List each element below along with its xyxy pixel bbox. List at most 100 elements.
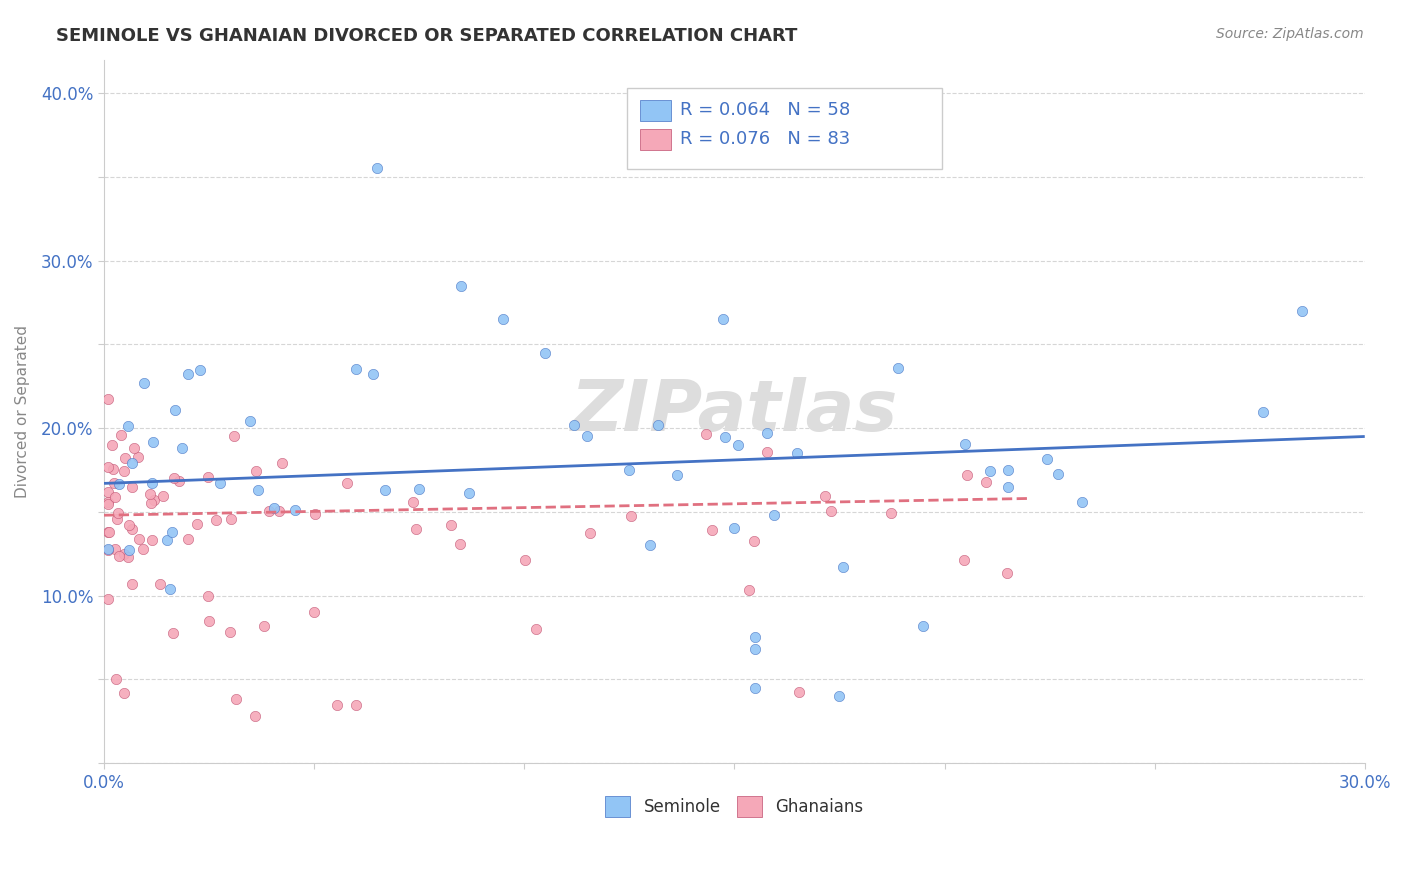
Point bbox=[132, 376, 155, 390]
Point bbox=[163, 403, 186, 417]
Point bbox=[104, 541, 127, 556]
Point bbox=[524, 623, 547, 637]
Point bbox=[121, 456, 143, 470]
Point bbox=[562, 418, 585, 433]
Point bbox=[197, 589, 219, 603]
Point bbox=[152, 489, 174, 503]
Point bbox=[97, 591, 120, 606]
Point bbox=[695, 427, 717, 442]
Point bbox=[1070, 494, 1092, 508]
Point bbox=[579, 526, 602, 541]
Point bbox=[101, 438, 124, 452]
Point bbox=[245, 709, 267, 723]
Point bbox=[284, 502, 307, 516]
Point bbox=[832, 559, 855, 574]
Point bbox=[820, 503, 842, 517]
Point bbox=[744, 642, 766, 657]
Point bbox=[219, 511, 242, 525]
Point bbox=[121, 480, 143, 494]
Point bbox=[143, 492, 166, 507]
Point bbox=[620, 508, 643, 523]
Point bbox=[738, 583, 761, 598]
Point bbox=[190, 362, 212, 376]
Point bbox=[103, 476, 125, 491]
Point bbox=[142, 435, 165, 450]
Text: Source: ZipAtlas.com: Source: ZipAtlas.com bbox=[1216, 27, 1364, 41]
Point bbox=[762, 508, 785, 522]
Point bbox=[786, 446, 808, 460]
Point bbox=[205, 513, 228, 527]
Point bbox=[449, 537, 471, 551]
Point bbox=[209, 475, 232, 490]
Point bbox=[304, 508, 326, 522]
Point bbox=[271, 456, 294, 470]
Point bbox=[513, 553, 536, 567]
Point bbox=[366, 161, 388, 176]
Point bbox=[640, 538, 662, 552]
Y-axis label: Divorced or Separated: Divorced or Separated bbox=[15, 325, 30, 498]
Point bbox=[974, 475, 997, 489]
Point bbox=[167, 475, 190, 489]
Point bbox=[121, 577, 143, 591]
Point bbox=[402, 494, 425, 508]
Point bbox=[979, 464, 1001, 478]
Point bbox=[112, 686, 135, 700]
Point bbox=[1036, 452, 1059, 467]
Point bbox=[97, 524, 120, 539]
Point bbox=[156, 533, 179, 548]
Point bbox=[170, 441, 193, 455]
Point bbox=[450, 278, 472, 293]
Point bbox=[160, 524, 183, 539]
Text: ZIPatlas: ZIPatlas bbox=[571, 376, 898, 446]
Text: SEMINOLE VS GHANAIAN DIVORCED OR SEPARATED CORRELATION CHART: SEMINOLE VS GHANAIAN DIVORCED OR SEPARAT… bbox=[56, 27, 797, 45]
Point bbox=[117, 550, 139, 565]
Point bbox=[197, 470, 219, 484]
Point bbox=[225, 692, 247, 706]
Point bbox=[956, 467, 979, 482]
Point bbox=[787, 685, 810, 699]
Point bbox=[222, 429, 245, 443]
Point bbox=[755, 444, 778, 458]
Point bbox=[141, 476, 163, 491]
Point bbox=[159, 582, 181, 596]
Point bbox=[344, 362, 367, 376]
Point bbox=[647, 417, 669, 432]
Point bbox=[118, 517, 141, 532]
Point bbox=[139, 487, 162, 501]
Point bbox=[149, 576, 172, 591]
Point bbox=[245, 464, 267, 478]
Point bbox=[128, 532, 150, 546]
Point bbox=[97, 495, 120, 509]
Point bbox=[97, 524, 120, 539]
Point bbox=[723, 521, 745, 535]
Point bbox=[1291, 303, 1313, 318]
Point bbox=[326, 698, 349, 712]
Point bbox=[714, 430, 737, 444]
Point bbox=[336, 476, 359, 491]
Point bbox=[302, 606, 325, 620]
Point bbox=[997, 480, 1019, 494]
Point bbox=[246, 483, 269, 497]
Point bbox=[253, 619, 276, 633]
Point bbox=[97, 542, 120, 557]
Point bbox=[122, 441, 145, 455]
Point bbox=[219, 625, 242, 640]
Point bbox=[1047, 467, 1070, 481]
Point bbox=[112, 464, 135, 478]
Point bbox=[700, 523, 723, 537]
Point bbox=[912, 619, 935, 633]
Point bbox=[121, 522, 143, 536]
Point bbox=[176, 367, 198, 381]
Point bbox=[755, 426, 778, 441]
Point bbox=[97, 460, 120, 475]
Bar bbox=[640, 100, 671, 120]
Point bbox=[97, 497, 120, 511]
Point bbox=[239, 414, 262, 428]
Point bbox=[408, 482, 430, 496]
Point bbox=[104, 491, 127, 505]
Point bbox=[995, 566, 1018, 580]
Point bbox=[101, 461, 124, 475]
Point bbox=[97, 484, 120, 499]
Point bbox=[117, 419, 139, 434]
Point bbox=[131, 541, 153, 556]
